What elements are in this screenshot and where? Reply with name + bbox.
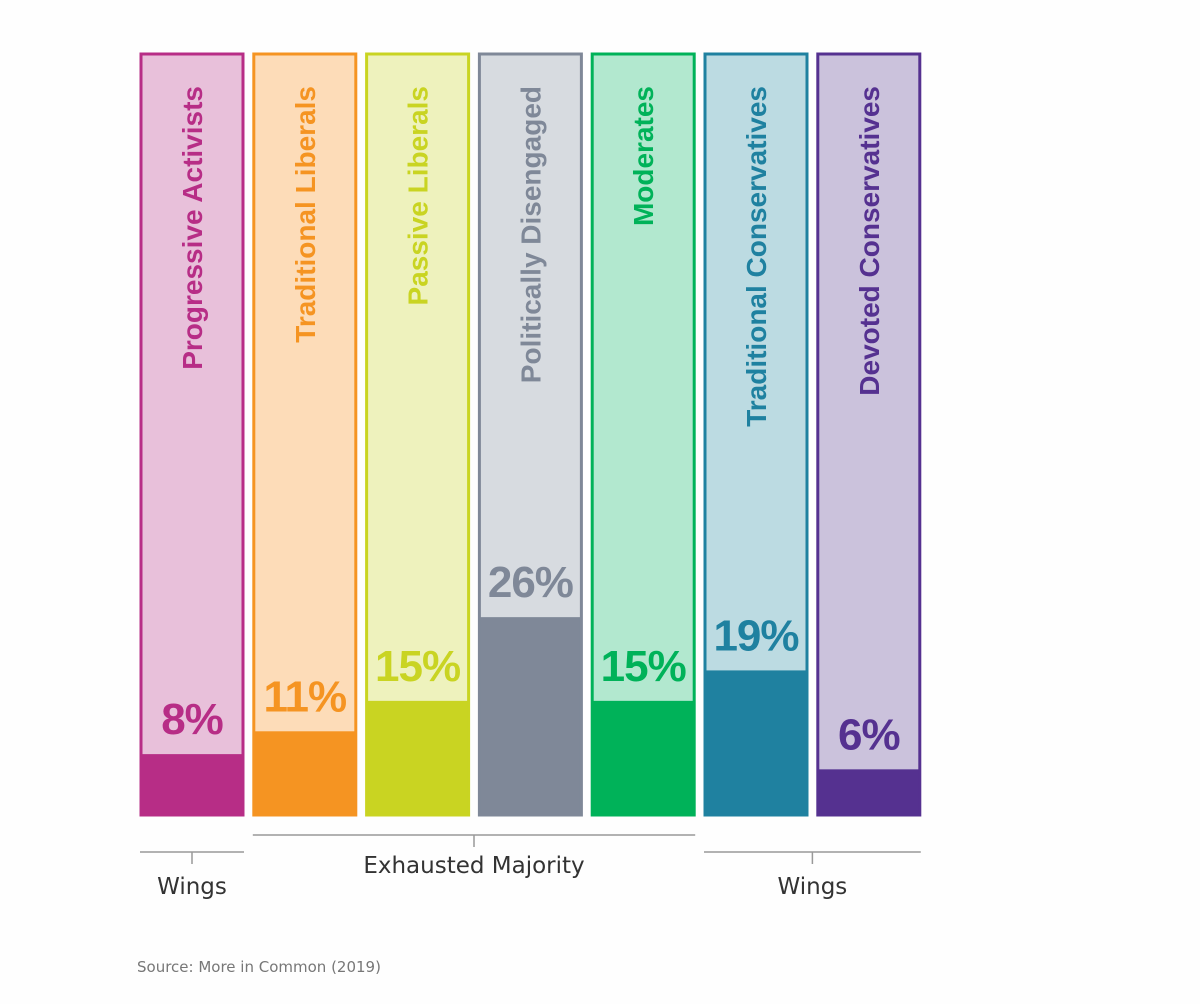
group-label-1: Exhausted Majority	[363, 853, 584, 879]
bar-passive-liberals	[366, 700, 469, 815]
bar-background-progressive-activists	[141, 54, 243, 815]
bar-outline-traditional-conservatives	[703, 52, 809, 817]
group-label-2: Wings	[778, 874, 848, 900]
bar-outline-passive-liberals	[365, 52, 471, 817]
value-label-politically-disengaged: 26%	[488, 558, 573, 607]
bar-outline-politically-disengaged	[477, 52, 583, 817]
category-label-moderates: Moderates	[628, 86, 659, 226]
bar-traditional-conservatives	[705, 670, 807, 815]
bar-traditional-liberals	[253, 731, 356, 815]
value-label-moderates: 15%	[601, 642, 686, 691]
bar-progressive-activists	[141, 754, 243, 815]
bar-background-devoted-conservatives	[817, 54, 920, 815]
group-label-0: Wings	[157, 874, 227, 900]
category-label-devoted-conservatives: Devoted Conservatives	[854, 86, 885, 396]
value-label-passive-liberals: 15%	[375, 642, 460, 691]
bar-politically-disengaged	[479, 617, 582, 815]
category-label-traditional-liberals: Traditional Liberals	[290, 86, 321, 343]
category-label-politically-disengaged: Politically Disengaged	[515, 86, 546, 383]
bar-outline-progressive-activists	[139, 52, 245, 817]
value-label-traditional-conservatives: 19%	[713, 611, 798, 660]
bar-outline-devoted-conservatives	[816, 52, 922, 817]
bar-devoted-conservatives	[817, 769, 920, 815]
bar-background-passive-liberals	[366, 54, 469, 815]
value-label-progressive-activists: 8%	[161, 695, 223, 744]
value-label-devoted-conservatives: 6%	[838, 710, 900, 759]
value-label-traditional-liberals: 11%	[263, 672, 346, 721]
bar-background-traditional-liberals	[253, 54, 356, 815]
category-label-traditional-conservatives: Traditional Conservatives	[741, 86, 772, 427]
bar-outline-moderates	[590, 52, 696, 817]
category-label-progressive-activists: Progressive Activists	[177, 86, 208, 370]
bar-outline-traditional-liberals	[252, 52, 358, 817]
bar-moderates	[592, 700, 695, 815]
bar-background-moderates	[592, 54, 695, 815]
category-label-passive-liberals: Passive Liberals	[403, 86, 434, 305]
source-note: Source: More in Common (2019)	[137, 958, 381, 976]
